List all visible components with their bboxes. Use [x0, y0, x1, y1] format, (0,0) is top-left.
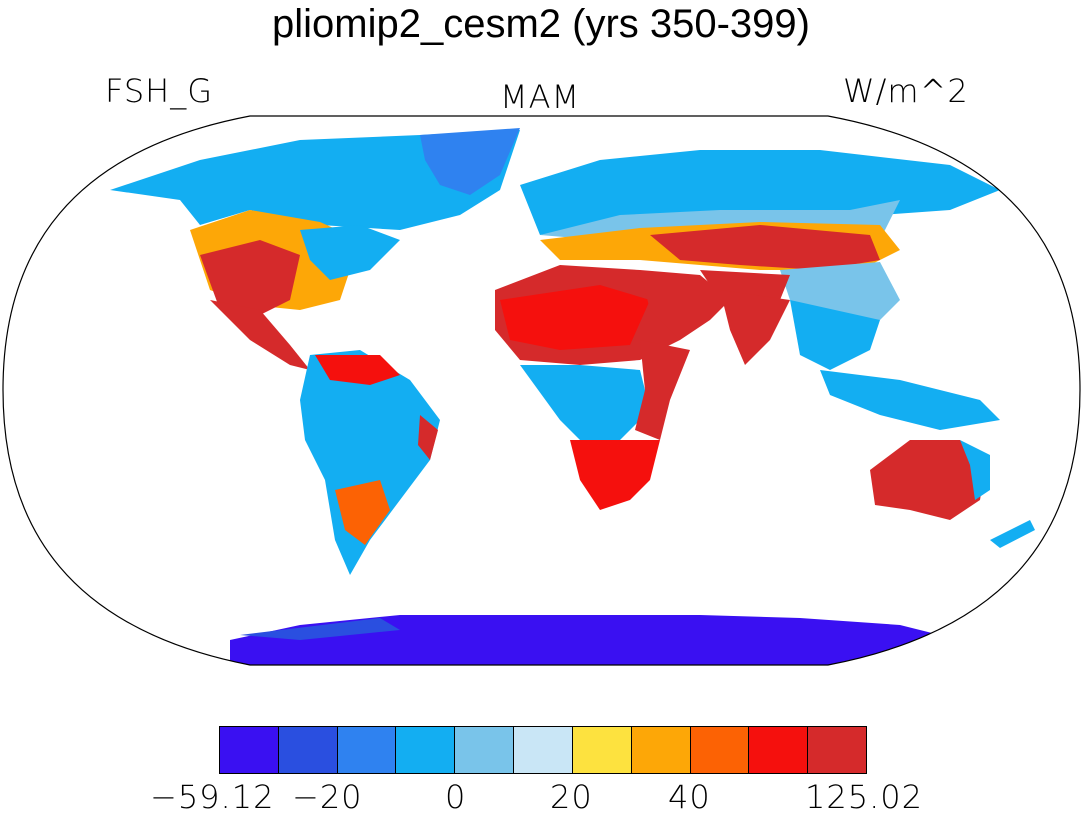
plot-title: pliomip2_cesm2 (yrs 350-399) [271, 2, 810, 46]
usa-hot [200, 240, 300, 320]
map-border [2, 115, 1081, 666]
arabia [640, 270, 730, 340]
greenland [420, 128, 520, 195]
australia [870, 440, 985, 520]
colorbar-box-8 [690, 727, 750, 773]
colorbar-box-7 [631, 727, 691, 773]
central-africa [520, 365, 650, 440]
variable-label: FSH_G [105, 72, 214, 110]
colorbar-box-10 [808, 727, 866, 773]
sa-warm-south [335, 480, 390, 545]
south-america [300, 350, 440, 575]
north-america-cold [110, 130, 520, 230]
colorbar-box-2 [337, 727, 397, 773]
east-africa [635, 340, 690, 440]
antarctica [230, 615, 960, 665]
colorbar-box-6 [572, 727, 632, 773]
new-zealand [990, 520, 1035, 548]
southern-africa [570, 440, 660, 510]
colorbar-box-0 [220, 727, 279, 773]
colorbar-box-5 [514, 727, 573, 773]
colorbar-label-20: 20 [550, 778, 593, 816]
colorbar [219, 726, 867, 774]
east-na [300, 225, 400, 280]
colorbar-box-3 [396, 727, 456, 773]
colorbar-box-4 [455, 727, 515, 773]
india [720, 290, 790, 365]
units-label: W/m^2 [843, 72, 969, 110]
mexico [210, 300, 310, 370]
central-asia-hot [650, 225, 880, 270]
sa-warm-east [418, 415, 438, 460]
sahara-hot [500, 285, 650, 350]
sa-warm-north [315, 355, 400, 385]
colorbar-box-9 [749, 727, 809, 773]
antarctica-edge [240, 618, 400, 640]
colorbar-box-1 [278, 727, 338, 773]
indonesia [820, 370, 1000, 430]
colorbar-label-40: 40 [668, 778, 711, 816]
colorbar-label-m20: −20 [292, 778, 363, 816]
colorbar-label-0: 0 [445, 778, 467, 816]
australia-east [960, 440, 990, 500]
southeast-asia [790, 300, 880, 370]
colorbar-label-max: 125.02 [805, 778, 923, 816]
season-label: MAM [500, 78, 581, 116]
colorbar-label-min: −59.12 [150, 778, 275, 816]
